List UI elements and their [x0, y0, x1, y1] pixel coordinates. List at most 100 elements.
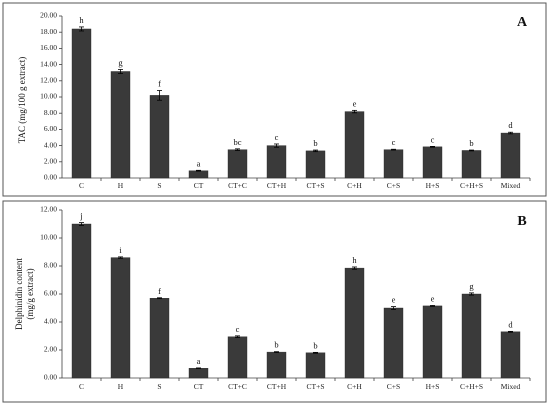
panel-a-y-tick-label: 2.00: [44, 157, 57, 166]
panel-a-bar: [149, 95, 170, 179]
panel-b-x-tick-label: H: [118, 382, 124, 391]
panel-a-y-axis-label: TAC (mg/100 g extract): [17, 57, 27, 144]
panel-b-bar: [500, 331, 521, 379]
panel-a-significance-letter: b: [469, 138, 473, 148]
panel-a-bar: [110, 71, 131, 179]
panel-b-error-bar: [196, 367, 201, 369]
panel-b-x-tick-label: CT: [194, 382, 204, 391]
panel-b-significance-letter: e: [431, 293, 435, 303]
panel-b-y-tick-label: 8.00: [44, 261, 57, 270]
panel-a-x-tick-label: S: [157, 181, 161, 190]
panel-b-bar: [422, 305, 443, 379]
panel-a-y-tick-label: 4.00: [44, 140, 57, 149]
panel-a-error-bar: [157, 90, 162, 101]
panel-b-bar: [149, 298, 170, 379]
panel-a-error-bar: [430, 146, 435, 148]
panel-b-y-axis-label-line-1: Delphinidin content: [14, 258, 24, 330]
panel-a-significance-letter: c: [431, 134, 435, 144]
panel-a-bar: [344, 111, 365, 179]
panel-b-error-bar: [313, 351, 318, 354]
panel-b-error-bar: [157, 297, 162, 300]
panel-b-significance-letter: c: [236, 324, 240, 334]
panel-a-x-tick-label: C: [79, 181, 84, 190]
panel-b-error-bar: [508, 330, 513, 333]
panel-b-significance-letter: g: [469, 281, 474, 291]
panel-b-y-tick-label: 4.00: [44, 317, 57, 326]
panel-a-letter: A: [517, 15, 528, 30]
panel-a-bar: [383, 149, 404, 179]
panel-a-bar: [461, 150, 482, 179]
panel-a-y-tick-label: 12.00: [40, 76, 57, 85]
panel-a-significance-letter: bc: [233, 137, 241, 147]
panel-b-bar: [305, 352, 326, 379]
panel-a-significance-letter: e: [353, 98, 357, 108]
panel-b-error-bar: [430, 305, 435, 307]
panel-a-y-tick-label: 0.00: [44, 173, 57, 182]
panel-a-error-bar: [508, 131, 513, 135]
panel-b-y-tick-label: 0.00: [44, 373, 57, 382]
panel-a-x-tick-label: CT+C: [228, 181, 247, 190]
panel-a-x-tick-label: C+S: [387, 181, 400, 190]
panel-a-y-tick-label: 8.00: [44, 108, 57, 117]
panel-a-significance-letter: b: [313, 138, 317, 148]
panel-a-significance-letter: c: [275, 132, 279, 142]
panel-b-y-axis-label-line-2: (mg/g extract): [25, 268, 35, 319]
panel-b: B Delphinidin content (mg/g extract) 0.0…: [2, 200, 547, 403]
panel-a-significance-letter: d: [508, 120, 513, 130]
panel-b-significance-letter: h: [352, 255, 357, 265]
panel-a-y-tick-label: 16.00: [40, 43, 57, 52]
panel-b-bar: [110, 257, 131, 379]
panel-b-error-bar: [391, 306, 396, 310]
panel-a-significance-letter: c: [392, 137, 396, 147]
panel-a-error-bar: [313, 149, 318, 153]
panel-b-x-tick-label: H+S: [426, 382, 440, 391]
panel-b-significance-letter: i: [119, 245, 122, 255]
panel-a-x-tick-label: CT+S: [307, 181, 325, 190]
panel-a-x-tick-label: H+S: [426, 181, 440, 190]
panel-b-letter: B: [517, 214, 526, 229]
panel-a: A TAC (mg/100 g extract) 0.00 2.00 4.00 6.0…: [2, 2, 547, 197]
panel-b-error-bar: [469, 292, 474, 296]
panel-b-x-tick-label: CT+H: [267, 382, 287, 391]
panel-a-bar: [305, 150, 326, 179]
panel-a-x-tick-label: H: [118, 181, 124, 190]
panel-b-marks: 0.00 2.00 4.00 6.00 8.00 10.00 12.00 j Ci Hf Sa CT c…: [40, 205, 531, 391]
panel-b-y-tick-label: 6.00: [44, 289, 57, 298]
panel-b-error-bar: [274, 351, 279, 353]
panel-a-y-tick-label: 18.00: [40, 27, 57, 36]
panel-b-significance-letter: d: [508, 319, 513, 329]
panel-a-error-bar: [196, 169, 201, 172]
panel-a-significance-letter: h: [79, 15, 84, 25]
panel-a-significance-letter: a: [197, 158, 201, 168]
panel-a-y-tick-label: 10.00: [40, 92, 57, 101]
panel-b-error-bar: [118, 256, 123, 259]
panel-a-error-bar: [352, 109, 357, 114]
panel-b-x-tick-label: C+H+S: [460, 382, 483, 391]
panel-b-bar: [344, 267, 365, 379]
panel-b-x-tick-label: C: [79, 382, 84, 391]
panel-b-x-tick-label: Mixed: [501, 382, 521, 391]
panel-a-marks: 0.00 2.00 4.00 6.00 8.00 10.00 12.00 14.00 16.00…: [40, 11, 531, 190]
panel-a-error-bar: [469, 149, 474, 152]
panel-b-error-bar: [235, 335, 240, 338]
panel-b-y-tick-label: 10.00: [40, 233, 57, 242]
panel-b-bar: [461, 293, 482, 379]
panel-a-significance-letter: f: [158, 79, 161, 89]
panel-a-x-tick-label: Mixed: [501, 181, 521, 190]
panel-b-significance-letter: b: [313, 340, 317, 350]
panel-a-error-bar: [118, 69, 123, 74]
panel-a-bar: [227, 149, 248, 179]
panel-a-bar: [71, 28, 92, 179]
panel-b-y-tick-label: 12.00: [40, 205, 57, 214]
panel-b-significance-letter: e: [392, 295, 396, 305]
panel-b-error-bar: [352, 266, 357, 270]
panel-b-x-tick-label: C+H: [347, 382, 362, 391]
panel-b-significance-letter: j: [79, 211, 82, 221]
panel-b-y-tick-label: 2.00: [44, 345, 57, 354]
panel-a-x-tick-label: CT: [194, 181, 204, 190]
panel-a-x-tick-label: C+H: [347, 181, 362, 190]
panel-b-significance-letter: b: [274, 340, 278, 350]
panel-b-bar: [71, 223, 92, 379]
panel-a-y-tick-label: 6.00: [44, 124, 57, 133]
